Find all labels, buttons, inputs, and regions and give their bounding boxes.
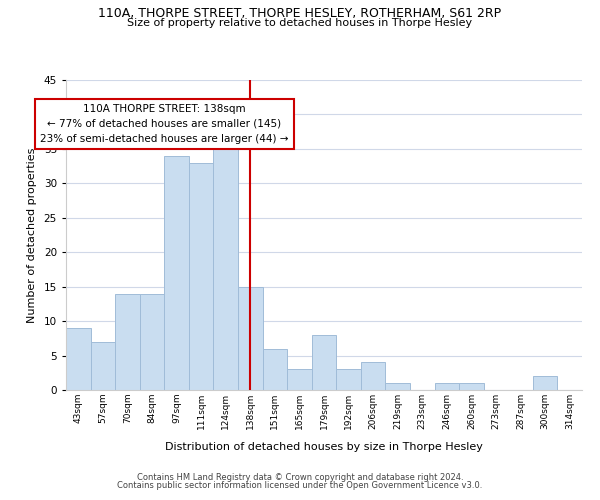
- Y-axis label: Number of detached properties: Number of detached properties: [27, 148, 37, 322]
- Bar: [385, 383, 410, 390]
- Text: Size of property relative to detached houses in Thorpe Hesley: Size of property relative to detached ho…: [127, 18, 473, 28]
- Bar: [312, 335, 336, 390]
- Bar: [164, 156, 189, 390]
- Bar: [214, 149, 238, 390]
- Bar: [361, 362, 385, 390]
- Bar: [263, 348, 287, 390]
- Bar: [434, 383, 459, 390]
- Text: 110A THORPE STREET: 138sqm
← 77% of detached houses are smaller (145)
23% of sem: 110A THORPE STREET: 138sqm ← 77% of deta…: [40, 104, 289, 144]
- Bar: [140, 294, 164, 390]
- Bar: [115, 294, 140, 390]
- Text: Contains public sector information licensed under the Open Government Licence v3: Contains public sector information licen…: [118, 481, 482, 490]
- Bar: [189, 162, 214, 390]
- Text: Contains HM Land Registry data © Crown copyright and database right 2024.: Contains HM Land Registry data © Crown c…: [137, 472, 463, 482]
- Bar: [66, 328, 91, 390]
- Bar: [533, 376, 557, 390]
- Bar: [459, 383, 484, 390]
- Bar: [336, 370, 361, 390]
- Text: Distribution of detached houses by size in Thorpe Hesley: Distribution of detached houses by size …: [165, 442, 483, 452]
- Bar: [238, 286, 263, 390]
- Text: 110A, THORPE STREET, THORPE HESLEY, ROTHERHAM, S61 2RP: 110A, THORPE STREET, THORPE HESLEY, ROTH…: [98, 8, 502, 20]
- Bar: [287, 370, 312, 390]
- Bar: [91, 342, 115, 390]
